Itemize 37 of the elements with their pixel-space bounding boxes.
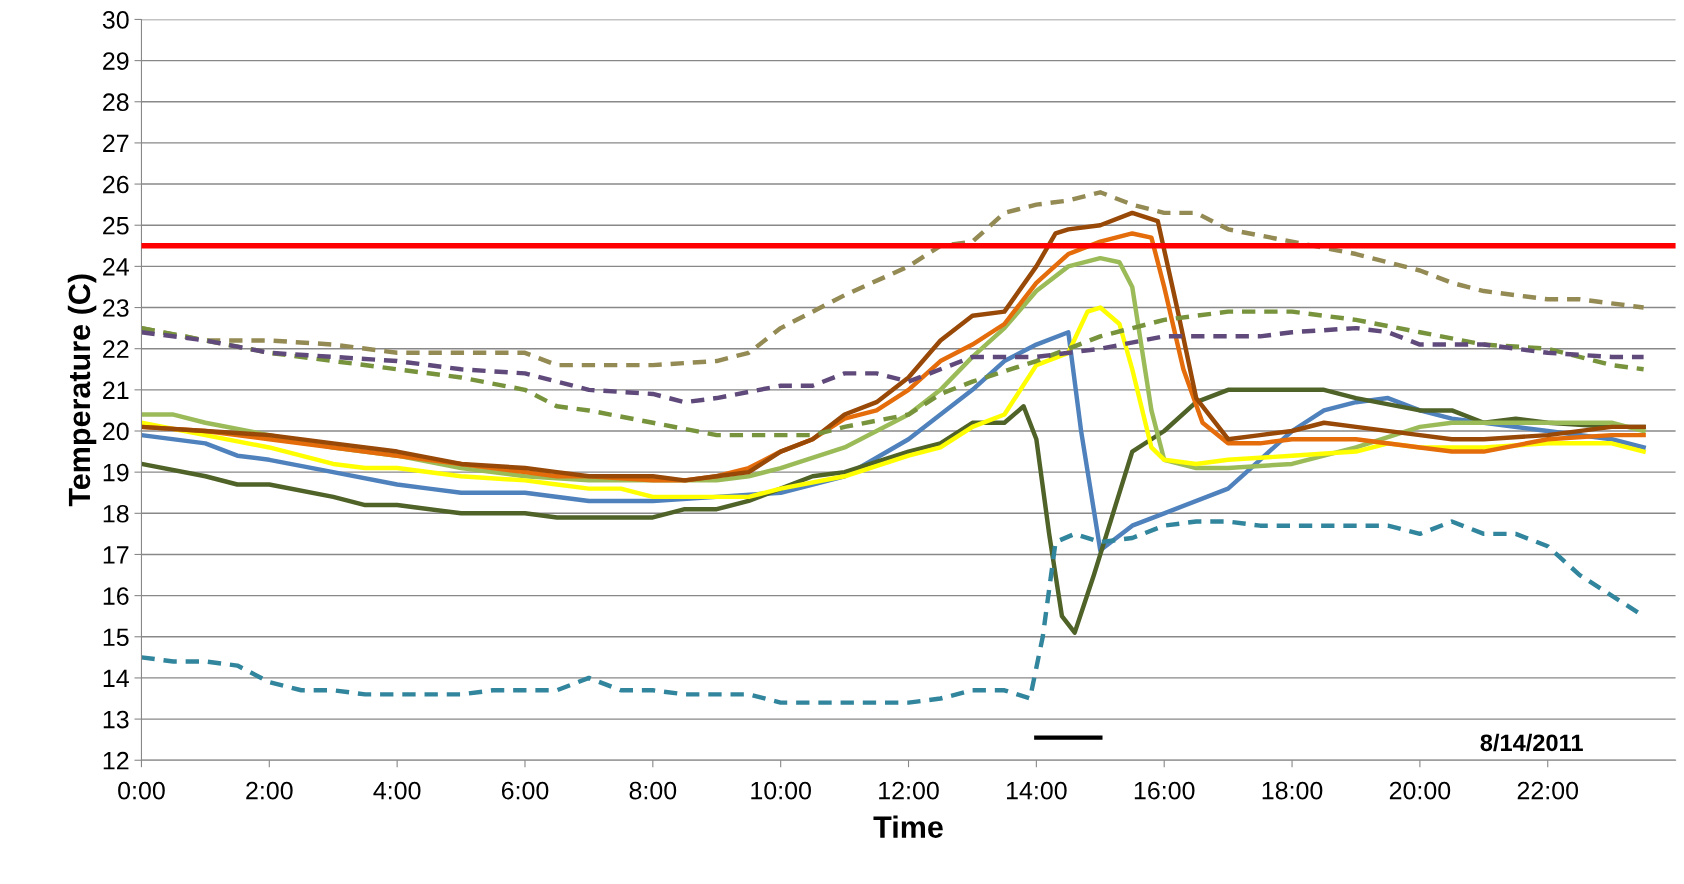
x-tick-label: 22:00 xyxy=(1517,781,1579,800)
y-tick-label: 15 xyxy=(103,628,129,647)
y-tick-label: 18 xyxy=(103,504,129,523)
x-tick-label: 0:00 xyxy=(118,781,165,800)
y-tick-label: 16 xyxy=(103,587,129,605)
line-series xyxy=(141,305,1646,500)
y-tick-label: 25 xyxy=(103,216,129,235)
x-tick-label: 16:00 xyxy=(1134,781,1195,800)
y-tick-label: 29 xyxy=(103,52,129,70)
x-tick-label: 2:00 xyxy=(246,781,293,800)
line-series xyxy=(141,325,1646,405)
line-series xyxy=(141,309,1646,438)
y-tick-label: 30 xyxy=(102,11,129,29)
annotation: 8/14/2011 xyxy=(1480,733,1583,752)
x-tick-label: 20:00 xyxy=(1389,781,1451,800)
y-tick-label: 13 xyxy=(103,710,129,729)
y-tick-label: 17 xyxy=(103,546,129,564)
y-tick-label: 27 xyxy=(103,134,129,152)
y-tick-label: 20 xyxy=(103,422,129,441)
y-tick-label: 26 xyxy=(103,175,129,194)
y-tick-label: 24 xyxy=(103,257,129,276)
x-tick-label: 12:00 xyxy=(879,781,939,800)
x-axis-title: Time xyxy=(873,815,943,838)
y-tick-label: 22 xyxy=(103,340,129,358)
y-tick-label: 12 xyxy=(103,751,129,770)
y-tick-label: 14 xyxy=(103,669,129,687)
y-tick-label: 28 xyxy=(103,93,129,112)
x-tick-label: 6:00 xyxy=(501,781,549,800)
y-tick-label: 19 xyxy=(103,463,129,482)
x-tick-label: 4:00 xyxy=(373,781,421,800)
x-tick-label: 14:00 xyxy=(1006,781,1067,800)
y-axis-title: Temperature (C) xyxy=(67,274,97,507)
x-tick-label: 10:00 xyxy=(751,781,811,800)
y-tick-label: 23 xyxy=(103,299,129,317)
x-tick-label: 18:00 xyxy=(1262,781,1323,800)
y-tick-label: 21 xyxy=(103,381,129,399)
x-tick-label: 8:00 xyxy=(629,781,677,800)
